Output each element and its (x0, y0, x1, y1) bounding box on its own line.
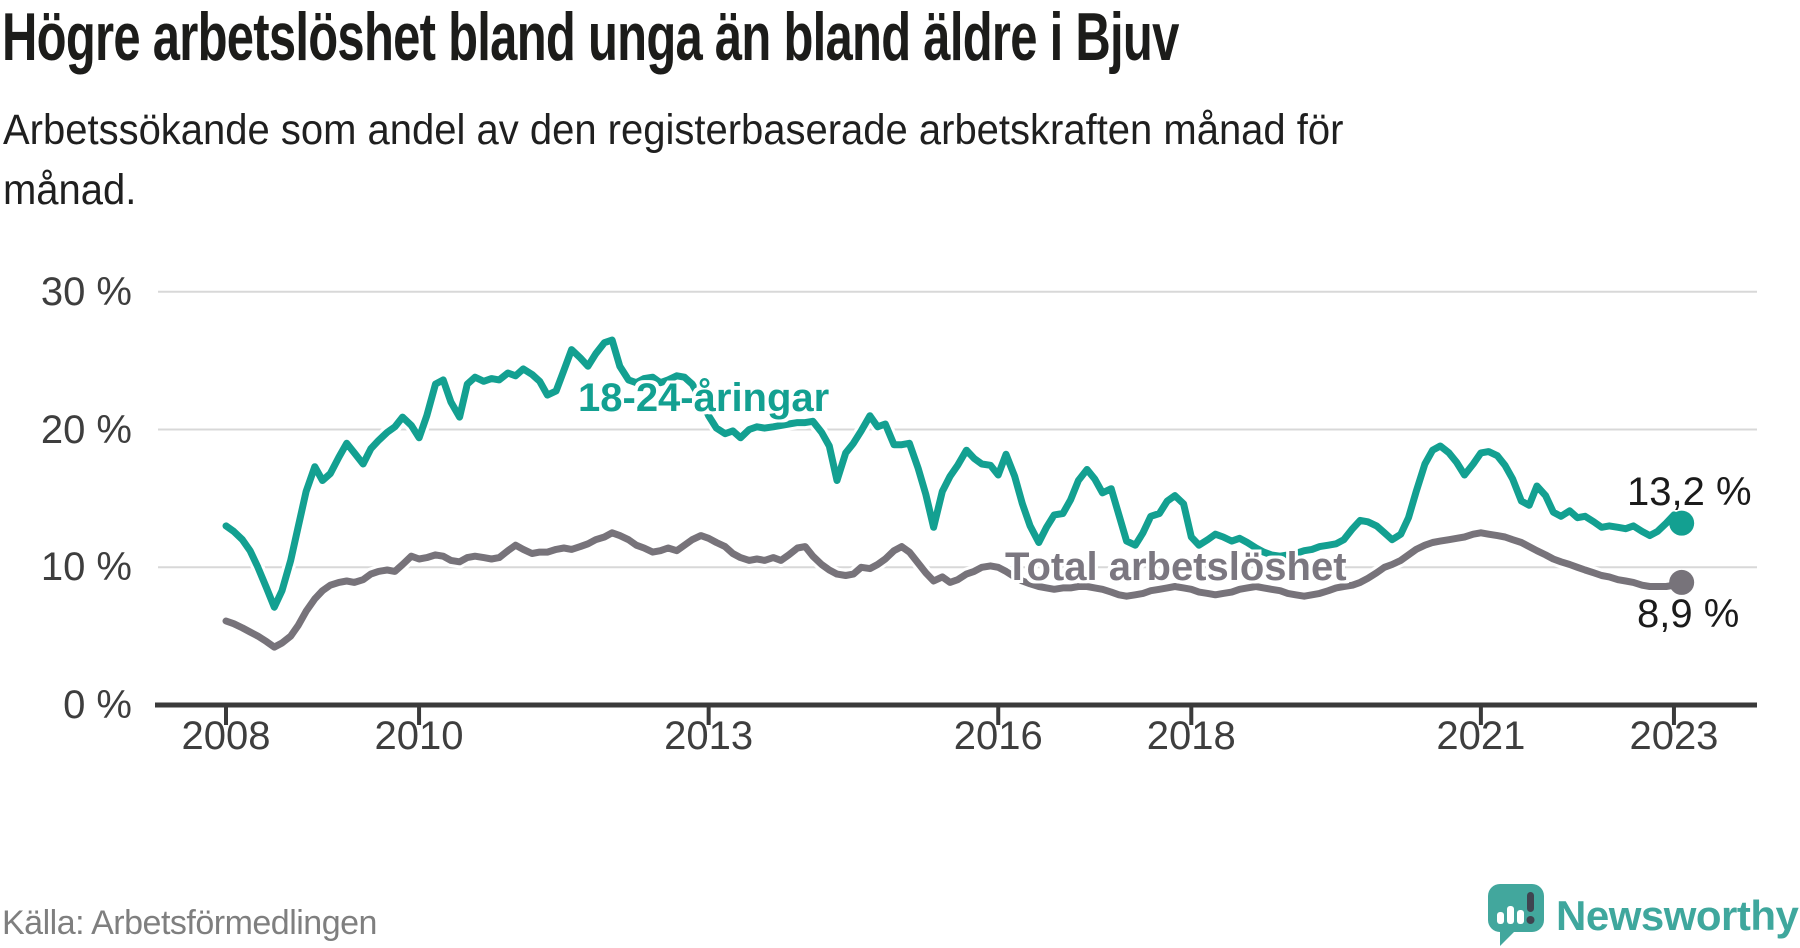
y-axis-tick-label: 20 % (40, 407, 132, 452)
x-axis-tick-label: 2016 (953, 714, 1043, 758)
end-value-label-total: 8,9 % (1637, 592, 1740, 636)
y-axis-tick-label: 10 % (40, 545, 132, 590)
chart-subtitle: Arbetssökande som andel av den registerb… (3, 106, 1344, 215)
speech-bubble-bar-chart-icon (1488, 884, 1544, 946)
series-label-total: Total arbetslöshet (1005, 545, 1347, 589)
brand-name: Newsworthy (1556, 892, 1799, 939)
end-value-label-youth: 13,2 % (1627, 470, 1752, 514)
series-label-youth: 18-24-åringar (578, 376, 830, 420)
x-axis-tick-label: 2010 (374, 714, 464, 758)
x-axis-tick-label: 2021 (1436, 714, 1526, 758)
y-axis-tick-label: 30 % (40, 269, 132, 314)
newsworthy-logo: Newsworthy (1488, 884, 1799, 948)
x-axis-tick-label: 2013 (664, 714, 754, 758)
source-attribution: Källa: Arbetsförmedlingen (2, 904, 377, 942)
page-title: Högre arbetslöshet bland unga än bland ä… (2, 0, 1179, 75)
x-axis-tick-label: 2018 (1146, 714, 1236, 758)
x-axis-tick-label: 2023 (1629, 714, 1719, 758)
x-axis-tick-label: 2008 (181, 714, 271, 758)
y-axis-tick-label: 0 % (63, 683, 132, 727)
